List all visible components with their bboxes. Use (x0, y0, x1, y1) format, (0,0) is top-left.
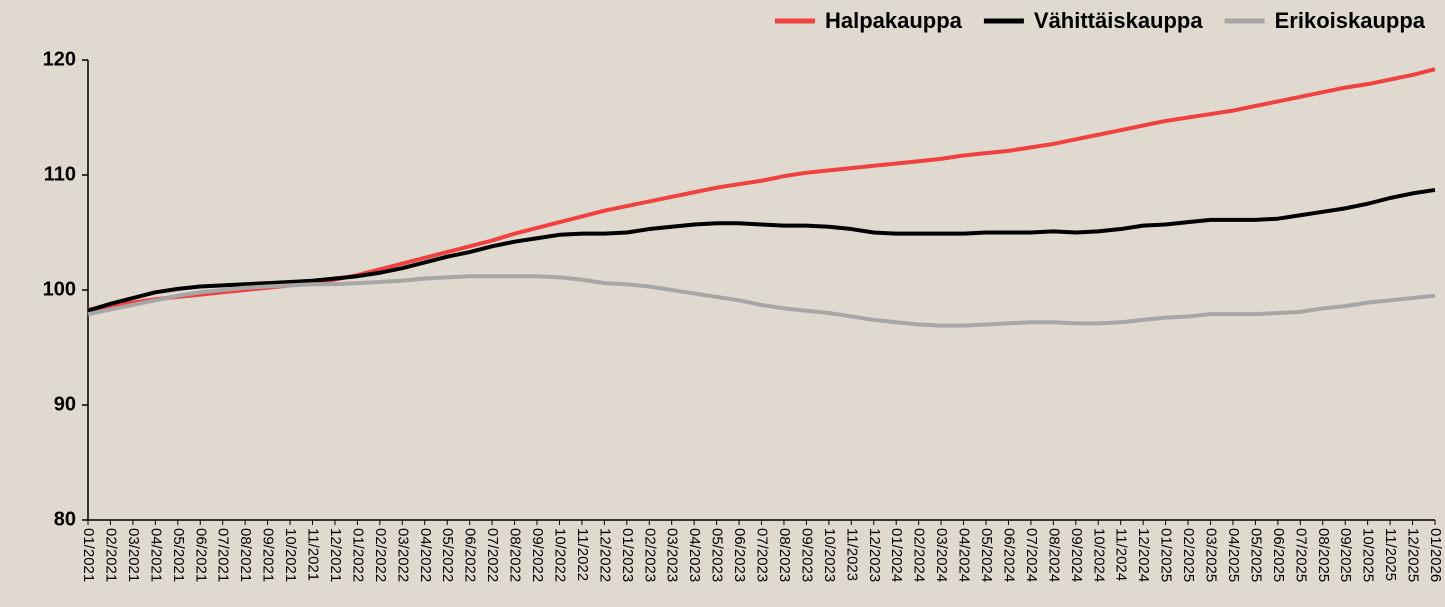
x-tick-label: 03/2023 (664, 528, 681, 582)
y-tick-label: 90 (54, 393, 76, 415)
series-line (87, 187, 1436, 313)
x-tick-label: 07/2024 (1023, 528, 1040, 582)
x-tick-label: 03/2022 (394, 528, 411, 582)
x-tick-label: 01/2026 (1427, 528, 1444, 582)
x-tick-label: 11/2024 (1113, 528, 1130, 581)
x-tick-label: 09/2021 (260, 528, 277, 582)
x-tick-label: 09/2025 (1337, 528, 1354, 582)
x-tick-label: 04/2023 (686, 528, 703, 582)
x-tick-label: 07/2025 (1292, 528, 1309, 582)
x-tick-label: 06/2021 (192, 528, 209, 582)
x-tick-label: 09/2024 (1068, 528, 1085, 582)
x-tick-label: 10/2023 (821, 528, 838, 582)
x-tick-label: 12/2024 (1135, 528, 1152, 582)
x-tick-label: 04/2021 (147, 528, 164, 582)
x-tick-label: 07/2021 (215, 528, 232, 582)
x-tick-label: 11/2022 (574, 528, 591, 581)
x-tick-label: 12/2022 (596, 528, 613, 582)
x-tick-label: 03/2021 (125, 528, 142, 582)
x-tick-label: 10/2025 (1360, 528, 1377, 582)
x-tick-label: 04/2024 (956, 528, 973, 582)
y-tick-label: 110 (44, 163, 76, 185)
x-tick-label: 02/2024 (911, 528, 928, 582)
x-tick-label: 01/2024 (888, 528, 905, 582)
x-tick-label: 11/2025 (1382, 528, 1399, 581)
x-tick-label: 08/2023 (776, 528, 793, 582)
y-tick-label: 80 (54, 508, 76, 530)
x-tick-label: 04/2025 (1225, 528, 1242, 582)
x-tick-label: 03/2024 (933, 528, 950, 582)
x-tick-label: 07/2023 (754, 528, 771, 582)
x-tick-label: 11/2021 (305, 528, 322, 581)
x-tick-label: 09/2023 (798, 528, 815, 582)
y-tick-label: 100 (43, 278, 76, 300)
x-tick-label: 05/2022 (439, 528, 456, 582)
x-tick-label: 06/2025 (1270, 528, 1287, 582)
x-tick-label: 02/2023 (641, 528, 658, 582)
x-tick-label: 08/2021 (237, 528, 254, 582)
x-tick-label: 08/2025 (1315, 528, 1332, 582)
x-tick-label: 02/2022 (372, 528, 389, 582)
x-tick-label: 01/2022 (349, 528, 366, 582)
x-tick-label: 11/2023 (843, 528, 860, 581)
x-tick-label: 01/2021 (80, 528, 97, 582)
y-tick-label: 120 (43, 48, 76, 70)
x-tick-label: 06/2023 (731, 528, 748, 582)
x-tick-label: 02/2025 (1180, 528, 1197, 582)
x-tick-label: 06/2024 (1000, 528, 1017, 582)
x-tick-label: 12/2023 (866, 528, 883, 582)
x-tick-label: 05/2025 (1247, 528, 1264, 582)
legend-label: Erikoiskauppa (1275, 8, 1426, 33)
x-tick-label: 10/2021 (282, 528, 299, 582)
x-tick-label: 09/2022 (529, 528, 546, 582)
x-tick-label: 01/2025 (1158, 528, 1175, 582)
x-tick-label: 10/2022 (551, 528, 568, 582)
x-tick-label: 08/2024 (1045, 528, 1062, 582)
x-tick-label: 02/2021 (102, 528, 119, 582)
x-tick-label: 07/2022 (484, 528, 501, 582)
x-tick-label: 01/2023 (619, 528, 636, 582)
x-tick-label: 12/2025 (1405, 528, 1422, 582)
x-tick-label: 05/2023 (709, 528, 726, 582)
legend-label: Vähittäiskauppa (1034, 8, 1203, 33)
legend-label: Halpakauppa (825, 8, 963, 33)
x-tick-label: 03/2025 (1203, 528, 1220, 582)
x-tick-label: 12/2021 (327, 528, 344, 582)
series-line (87, 274, 1436, 328)
x-tick-label: 06/2022 (462, 528, 479, 582)
x-tick-label: 05/2024 (978, 528, 995, 582)
x-tick-label: 08/2022 (507, 528, 524, 582)
x-tick-label: 04/2022 (417, 528, 434, 582)
x-tick-label: 10/2024 (1090, 528, 1107, 582)
x-tick-label: 05/2021 (170, 528, 187, 582)
